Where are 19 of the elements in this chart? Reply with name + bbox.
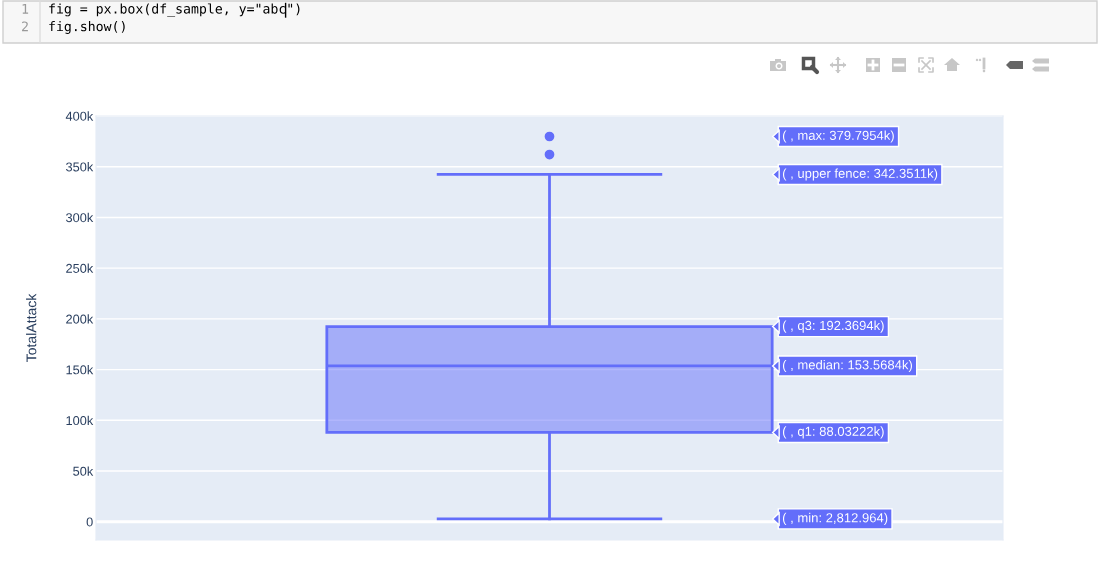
y-tick-label: 300k: [66, 212, 94, 223]
y-tick-label: 0: [86, 517, 93, 527]
annotation: ( , min: 2,812.964): [782, 512, 888, 525]
y-tick-label: 100k: [66, 415, 94, 426]
text: 1: [22, 4, 29, 14]
annotation: ( , q3: 192.3694k): [782, 320, 884, 333]
y-tick-label: 250k: [66, 263, 94, 273]
annotation: ( , median: 153.5684k): [782, 359, 912, 373]
y-tick-label: 150k: [66, 364, 94, 375]
text: 2: [22, 21, 28, 32]
annotation: ( , q1: 88.03222k): [782, 426, 884, 439]
y-tick-label: 50k: [73, 466, 94, 476]
annotation: ( , max: 379.7954k): [782, 130, 894, 143]
y-tick-label: 350k: [66, 162, 94, 172]
y-tick-label: 400k: [65, 111, 94, 121]
y-tick-label: 200k: [66, 314, 94, 324]
y-axis-title: TotalAttack: [26, 293, 37, 362]
text: fig.show(): [49, 21, 125, 34]
annotation: ( , upper fence: 342.3511k): [782, 168, 938, 181]
